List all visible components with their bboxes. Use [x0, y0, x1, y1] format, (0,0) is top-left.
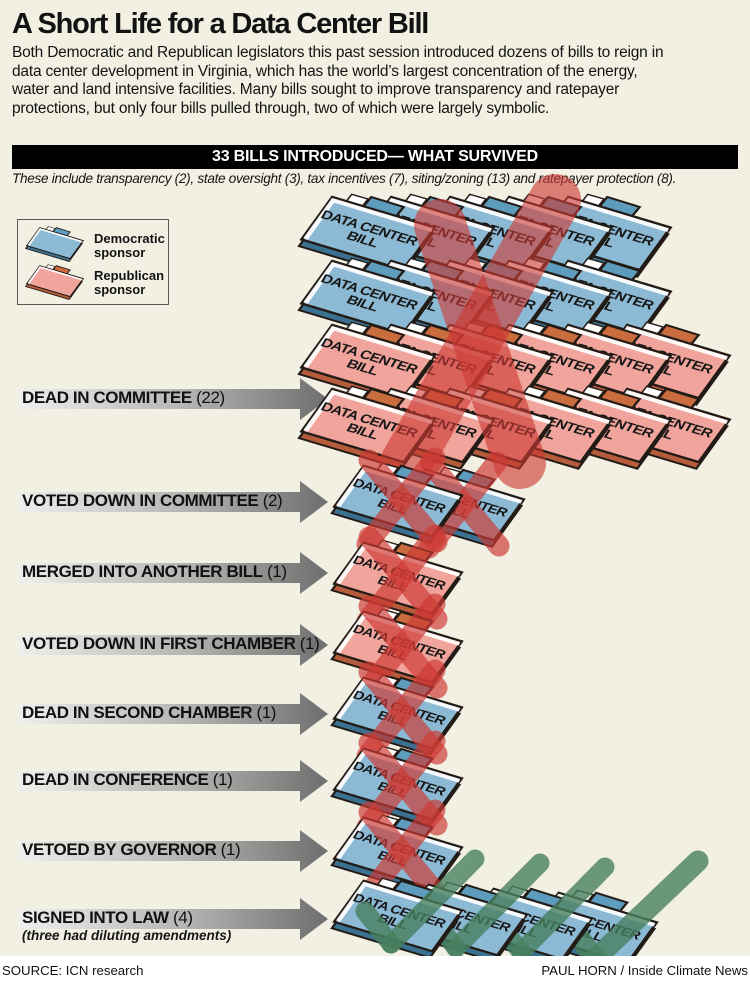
category-label-dead_in_second_chamber: DEAD IN SECOND CHAMBER (1) — [22, 703, 277, 722]
legend-democratic-label: Democratic sponsor — [94, 231, 165, 260]
category-label-merged_into_another_bill: MERGED INTO ANOTHER BILL (1) — [22, 562, 287, 581]
source-credit: SOURCE: ICN research — [2, 963, 144, 978]
subtitle-text: These include transparency (2), state ov… — [12, 171, 677, 186]
check-mark-icon — [355, 849, 485, 954]
intro-text: Both Democratic and Republican legislato… — [12, 44, 664, 117]
category-note: (three had diluting amendments) — [22, 928, 232, 943]
footer-bar: SOURCE: ICN research PAUL HORN / Inside … — [0, 956, 750, 988]
republican-folder-icon — [24, 264, 86, 305]
category-arrow — [18, 830, 328, 872]
category-label-voted_down_in_first_chamber: VOTED DOWN IN FIRST CHAMBER (1) — [22, 634, 320, 653]
bill-folder-dem: DATA CENTER BILL — [297, 257, 437, 342]
category-arrow — [18, 624, 328, 666]
category-arrow — [18, 552, 328, 594]
bill-folder-rep: DATA CENTER BILL — [297, 321, 437, 406]
category-arrow — [18, 378, 328, 420]
category-label-voted_down_in_committee: VOTED DOWN IN COMMITTEE (2) — [22, 491, 283, 510]
legend-box: Democratic sponsor Republican sponsor — [17, 219, 169, 305]
category-label-dead_in_conference: DEAD IN CONFERENCE (1) — [22, 770, 233, 789]
democratic-folder-icon — [24, 226, 86, 267]
category-arrow — [18, 481, 328, 523]
category-arrow — [18, 760, 328, 802]
x-mark-icon — [356, 447, 448, 555]
category-label-dead_in_committee: DEAD IN COMMITTEE (22) — [22, 388, 225, 407]
banner-bar: 33 BILLS INTRODUCED— WHAT SURVIVED — [12, 145, 738, 169]
big-x-mark-icon — [379, 174, 581, 491]
category-label-vetoed_by_governor: VETOED BY GOVERNOR (1) — [22, 840, 241, 859]
author-credit: PAUL HORN / Inside Climate News — [541, 963, 748, 978]
legend-republican-label: Republican sponsor — [94, 268, 165, 297]
bill-folder-dem — [24, 226, 85, 262]
category-label-signed_into_law: SIGNED INTO LAW (4) — [22, 908, 193, 927]
bill-folder-rep — [24, 264, 85, 300]
x-mark-icon — [356, 799, 448, 907]
category-arrow — [18, 693, 328, 735]
banner-text: 33 BILLS INTRODUCED— WHAT SURVIVED — [212, 148, 538, 165]
page-title: A Short Life for a Data Center Bill — [12, 8, 429, 40]
category-arrow — [18, 898, 328, 940]
